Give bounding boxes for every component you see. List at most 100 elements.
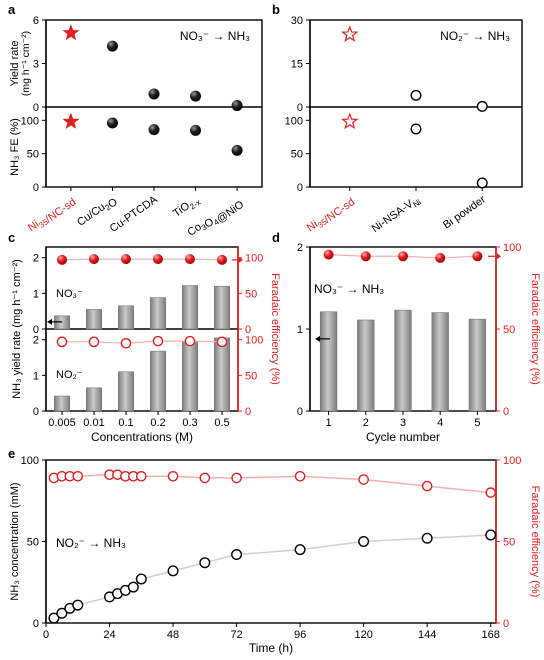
y-axis-top-tick-label: 0 — [33, 102, 39, 114]
x-tick-label: 0.3 — [182, 417, 197, 429]
y-axis-title-bottom: NH₃ FE (%) — [9, 118, 21, 176]
x-tick-label: 24 — [103, 629, 115, 641]
fe-point — [185, 254, 195, 265]
chart-panel-e: 0 50 100 0 50 100 0 24 48 72 96 120 144 168 NO₂⁻ → NH₃… — [9, 455, 541, 655]
panel-label-c: c — [8, 230, 15, 245]
y-axis-title-top: Yield rate — [9, 40, 21, 86]
x-tick-label: 4 — [437, 417, 443, 429]
fe-point — [153, 254, 163, 265]
y-axis-left-0-tick-label: 2 — [33, 253, 39, 265]
y-axis-right-tick-label: 50 — [503, 537, 515, 549]
fe-point — [121, 254, 131, 265]
fe-point — [72, 470, 84, 482]
x-axis-title: Cycle number — [366, 430, 440, 444]
panel-label-b: b — [272, 2, 280, 17]
panel-label-d: d — [272, 230, 280, 245]
fe-point — [135, 470, 147, 482]
fe-point — [184, 335, 196, 347]
y-axis-left-tick-label: 100 — [21, 455, 39, 467]
fe-point — [216, 336, 228, 348]
reaction-annotation: NO₃⁻ → NH₃ — [180, 29, 250, 43]
y-axis-title-right: Faradaic efficiency (%) — [529, 486, 541, 598]
yield-point — [231, 100, 243, 112]
fe-point — [410, 123, 422, 135]
concentration-point — [294, 544, 306, 556]
fe-point — [421, 480, 433, 492]
fe-point — [190, 124, 202, 136]
concentration-point — [167, 565, 179, 577]
x-category-label: Cu-PTCDA — [108, 193, 160, 235]
yield-point — [62, 24, 80, 41]
fe-line — [61, 258, 223, 261]
x-tick-label: 0.2 — [150, 417, 165, 429]
yield-bar — [468, 318, 487, 412]
y-axis-right-0-tick-label: 100 — [245, 253, 263, 265]
y-axis-right-tick-label: 50 — [503, 324, 515, 336]
red-arrow-head — [239, 256, 243, 263]
series-annotation: NO₂⁻ — [56, 369, 83, 381]
x-tick-label: 168 — [482, 629, 500, 641]
fe-point — [120, 337, 132, 349]
yield-bar — [150, 297, 166, 330]
fe-point — [340, 112, 359, 130]
y-axis-bottom-tick-label: 100 — [21, 115, 39, 127]
x-tick-label: 0.005 — [48, 417, 76, 429]
black-arrow-head — [315, 335, 320, 342]
y-axis-right-0-tick-label: 0 — [245, 324, 251, 336]
x-category-label: Bi powder — [441, 193, 488, 231]
fe-point — [231, 144, 243, 156]
reaction-annotation: NO₂⁻ → NH₃ — [56, 536, 126, 550]
y-axis-title-left: NH₃ yield rate (mg h⁻¹ cm⁻²) — [11, 259, 23, 399]
concentration-point — [127, 581, 139, 593]
y-axis-left-1-tick-label: 1 — [33, 370, 39, 382]
y-axis-left-tick-label: 2 — [297, 242, 303, 254]
fe-point — [167, 470, 179, 482]
y-axis-right-1-tick-label: 100 — [245, 335, 263, 347]
x-tick-label: 48 — [167, 629, 179, 641]
fe-line — [62, 340, 223, 344]
y-axis-right-1-tick-label: 50 — [245, 370, 257, 382]
yield-bar — [182, 285, 198, 330]
y-axis-bottom-tick-label: 0 — [297, 182, 303, 194]
concentration-point — [199, 557, 211, 569]
x-tick-label: 120 — [354, 629, 372, 641]
yield-bar — [214, 337, 230, 412]
x-category-label: Ni-NSA-VNi — [370, 194, 423, 237]
fe-point — [485, 487, 497, 498]
y-axis-top-tick-label: 3 — [33, 59, 39, 71]
fe-point — [199, 472, 211, 484]
y-axis-right-1-tick-label: 0 — [245, 406, 251, 418]
fe-point — [323, 249, 334, 260]
y-axis-left-0-tick-label: 0 — [33, 324, 39, 336]
concentration-point — [421, 532, 433, 544]
fe-point — [152, 335, 164, 347]
y-axis-right-0-tick-label: 50 — [245, 288, 257, 300]
yield-point — [190, 90, 202, 102]
concentration-point — [56, 607, 68, 619]
y-axis-bottom-tick-label: 0 — [33, 182, 39, 194]
yield-bar — [394, 309, 412, 412]
plot-frame — [309, 19, 523, 188]
yield-point — [340, 25, 359, 42]
y-axis-left-1-tick-label: 2 — [33, 335, 39, 347]
y-axis-left-tick-label: 1 — [297, 324, 303, 336]
y-axis-right-tick-label: 100 — [503, 242, 521, 254]
fe-point — [57, 254, 67, 265]
yield-bar — [54, 395, 70, 412]
yield-bar — [118, 305, 134, 330]
chart-panel-b: 0 15 30 0 50 100 Ni35/NC-sd Ni-NSA-VNi Bi powder… — [285, 15, 523, 237]
x-tick-label: 0.5 — [214, 417, 229, 429]
x-tick-label: 144 — [418, 629, 436, 641]
concentration-point — [135, 573, 147, 585]
yield-bar — [150, 350, 166, 412]
plot-frame — [45, 19, 263, 188]
y-axis-title-right: Faradaic efficiency (%) — [269, 273, 281, 385]
fe-point — [360, 251, 371, 262]
y-axis-left-tick-label: 0 — [33, 618, 39, 630]
yield-bar — [118, 371, 134, 412]
y-axis-unit-top: (mg h⁻¹ cm⁻²) — [20, 31, 32, 96]
yield-bar — [86, 309, 102, 330]
yield-bar — [182, 341, 198, 412]
x-tick-label: 0 — [43, 629, 49, 641]
yield-bar — [357, 319, 375, 412]
